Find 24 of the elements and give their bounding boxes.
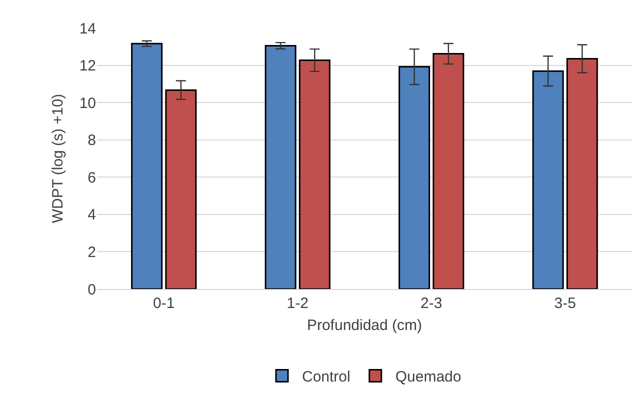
y-tick-label: 12: [79, 58, 96, 75]
y-tick-label: 2: [88, 244, 96, 261]
bar: [298, 60, 330, 289]
bar: [566, 58, 598, 289]
x-tick-label: 3-5: [554, 295, 576, 312]
legend-label: Control: [302, 368, 350, 386]
x-tick-label: 0-1: [153, 295, 175, 312]
bar: [532, 70, 564, 289]
y-tick-label: 6: [88, 169, 96, 186]
bar: [398, 66, 430, 289]
y-tick-label: 8: [88, 132, 96, 150]
bar: [165, 89, 197, 289]
legend-label: Quemado: [395, 368, 462, 386]
y-tick-label: 4: [88, 206, 96, 224]
x-axis-title: Profundidad (cm): [306, 317, 422, 334]
bar: [432, 52, 464, 289]
bar: [264, 44, 296, 289]
y-axis-title: WDPT (log (s) +10): [50, 94, 67, 224]
x-tick-label: 1-2: [286, 295, 308, 312]
y-tick-label: 14: [79, 20, 96, 38]
y-tick-label: 10: [79, 94, 96, 112]
bar: [131, 42, 163, 289]
x-tick-label: 2-3: [420, 295, 442, 312]
y-tick-label: 0: [88, 281, 96, 298]
